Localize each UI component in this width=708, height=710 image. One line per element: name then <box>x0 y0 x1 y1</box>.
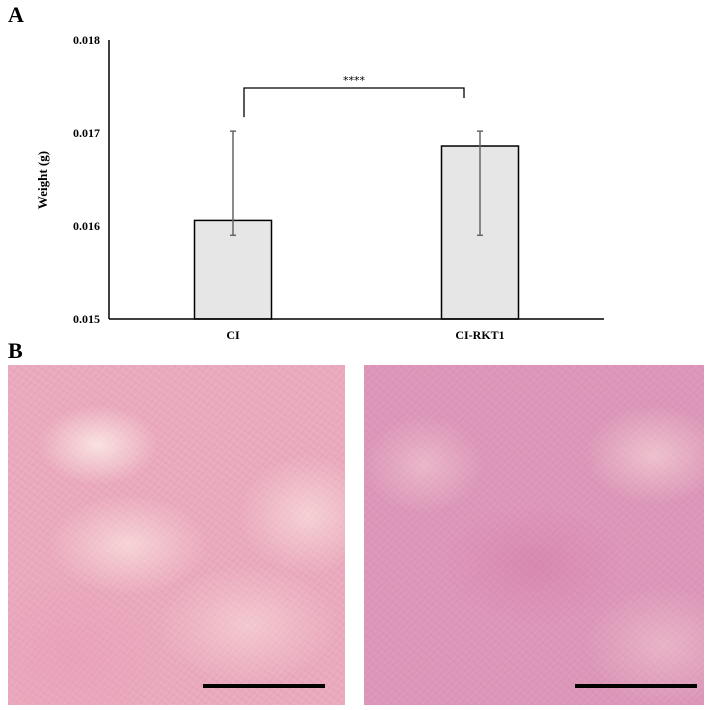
panel-label-a: A <box>8 2 24 27</box>
y-tick-label: 0.018 <box>73 33 100 47</box>
y-tick-label: 0.015 <box>73 312 100 326</box>
bar-ci <box>193 219 273 320</box>
bar-chart: 0.015 0.016 0.017 0.018 Weight (g) CI CI-RKT1 *… <box>35 33 604 342</box>
panel-label-b: B <box>8 338 23 363</box>
x-tick-label: CI-RKT1 <box>455 328 504 342</box>
significance-bracket <box>243 87 465 118</box>
micrograph-ci <box>8 365 345 705</box>
micrograph-ci-rkt1 <box>364 365 704 705</box>
y-tick-label: 0.016 <box>73 219 100 233</box>
scale-bar <box>203 684 325 688</box>
y-axis-label: Weight (g) <box>35 151 50 209</box>
x-tick-label: CI <box>226 328 240 342</box>
y-tick-label: 0.017 <box>73 126 100 140</box>
scale-bar <box>575 684 697 688</box>
significance-label: **** <box>343 74 366 87</box>
